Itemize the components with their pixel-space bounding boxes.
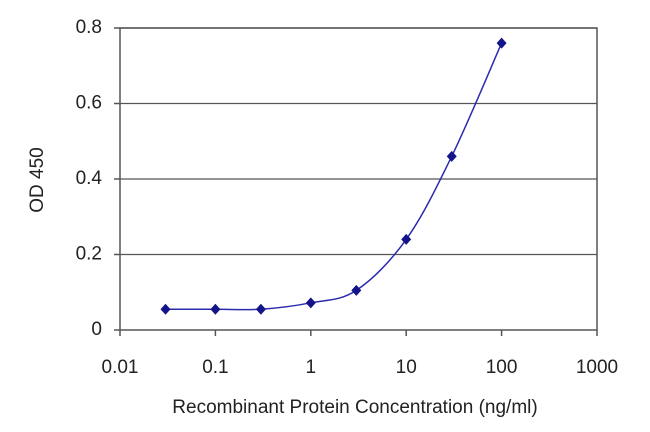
data-point [496,37,507,49]
x-tick-label: 10 [396,357,417,378]
data-point [446,150,457,162]
y-tick-label: 0.2 [76,244,102,265]
y-tick-label: 0.8 [76,17,102,38]
data-point [255,303,266,315]
x-tick-label: 1000 [576,357,618,378]
y-tick-label: 0.6 [76,93,102,114]
y-tick-label: 0.4 [76,168,103,189]
x-tick-label: 100 [486,357,518,378]
data-point [210,303,221,315]
y-axis-label: OD 450 [27,147,48,212]
x-tick-label: 1 [306,357,317,378]
x-axis-label: Recombinant Protein Concentration (ng/ml… [172,397,537,418]
data-point [351,284,362,296]
y-tick-label: 0 [91,319,102,340]
data-point [305,297,316,309]
data-point [401,233,412,245]
data-point [160,303,171,315]
plot-frame [119,27,598,331]
data-line [165,42,503,311]
x-tick-label: 0.1 [202,357,228,378]
x-tick-label: 0.01 [102,357,139,378]
